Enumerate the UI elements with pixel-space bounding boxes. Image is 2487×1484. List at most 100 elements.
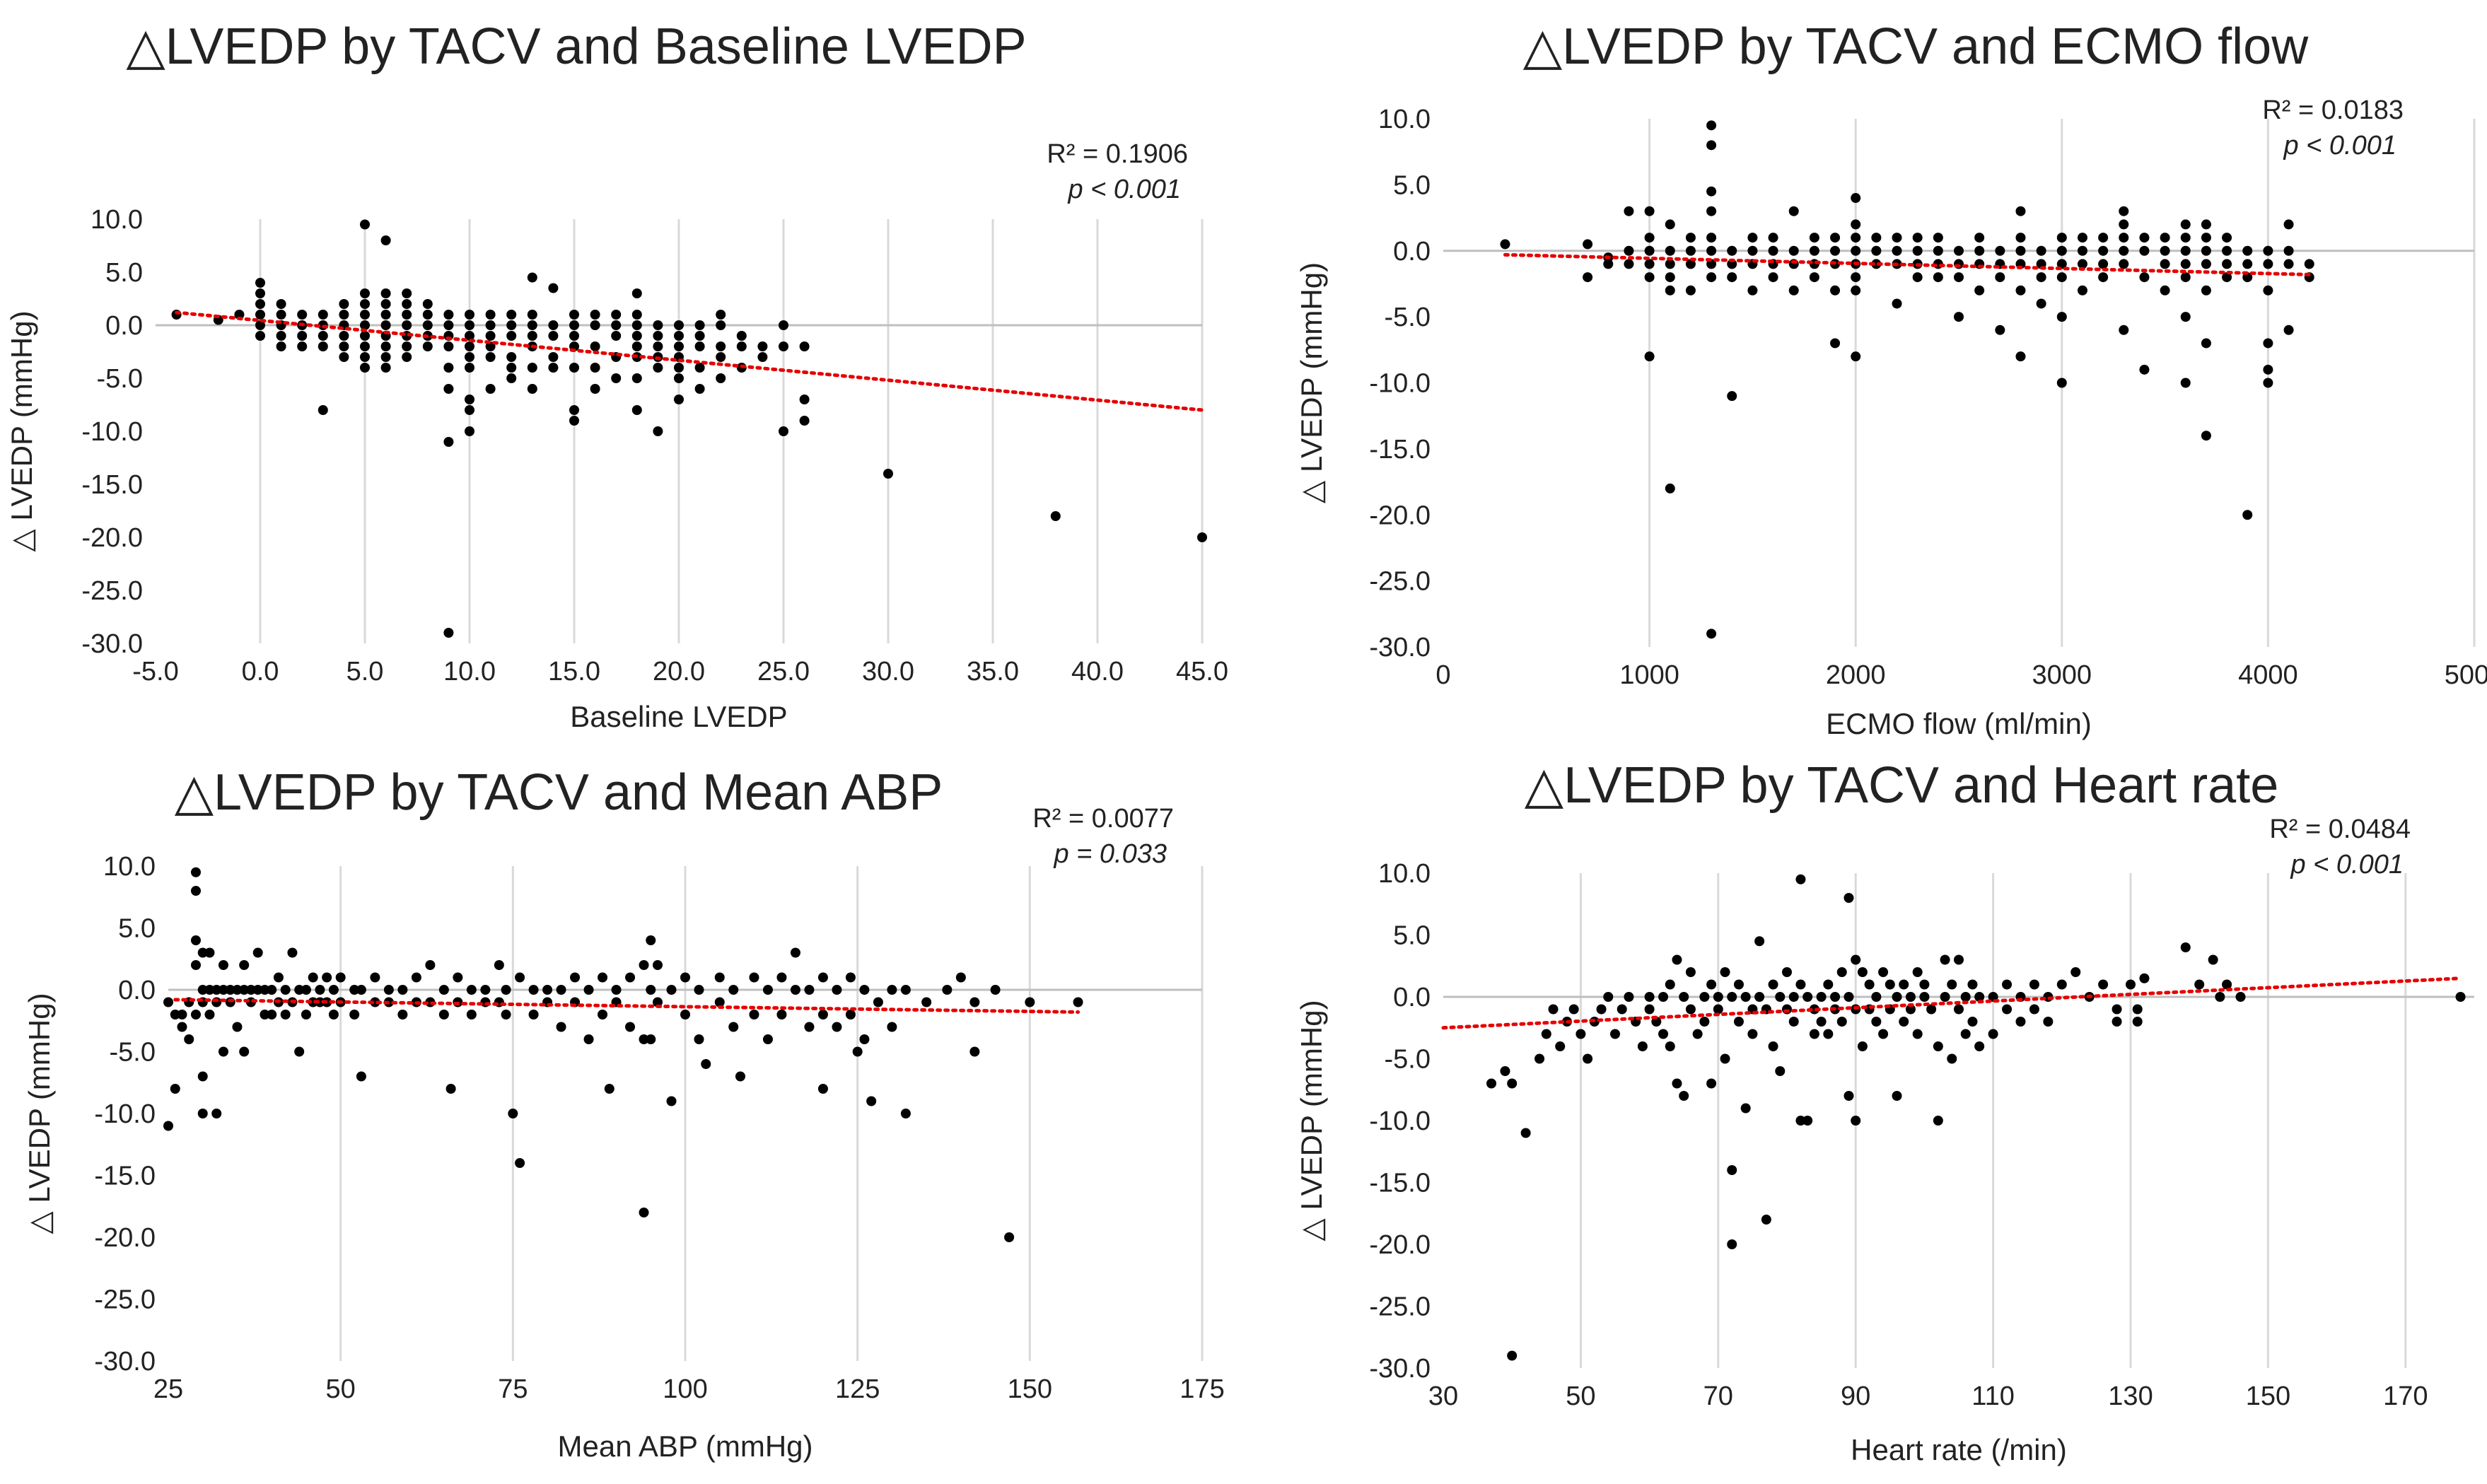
data-point [548, 283, 559, 293]
data-point [190, 935, 201, 945]
data-point [1706, 1078, 1717, 1089]
y-tick-label: 0.0 [118, 976, 156, 1005]
data-point [969, 1046, 980, 1057]
trendline [1441, 976, 2463, 1030]
chart-title: △LVEDP by TACV and ECMO flow [1523, 18, 2309, 75]
data-point [1816, 992, 1827, 1002]
r-squared-label: R² = 0.0077 [1032, 804, 1174, 834]
data-point [1768, 233, 1778, 243]
data-point [465, 395, 474, 404]
data-point [1754, 992, 1765, 1002]
data-point [1912, 1029, 1923, 1039]
data-point [1933, 245, 1943, 256]
data-point [211, 985, 222, 995]
chart-svg: △LVEDP by TACV and ECMO flow 10.0 5.0 0.0 -5… [1295, 18, 2487, 740]
data-point [356, 1071, 366, 1082]
data-point [1967, 979, 1978, 990]
data-point [1830, 285, 1841, 296]
data-point [1851, 233, 1861, 243]
data-point [1727, 391, 1737, 402]
data-point [2180, 312, 2191, 322]
data-point [845, 1010, 856, 1019]
data-point [646, 935, 656, 945]
x-axis-label: ECMO flow (ml/min) [1826, 707, 2092, 740]
data-point [955, 972, 966, 983]
data-point [2235, 992, 2246, 1002]
data-point [611, 985, 622, 995]
data-point [2160, 259, 2170, 269]
data-point [485, 331, 496, 341]
data-point [2126, 979, 2136, 990]
data-point [438, 1010, 449, 1019]
data-point [1954, 1004, 1964, 1015]
data-point [1685, 967, 1696, 977]
y-tick-label: -15.0 [94, 1162, 156, 1191]
data-point [308, 997, 318, 1007]
data-point [1802, 1116, 1813, 1126]
data-point [921, 997, 932, 1007]
data-point [1830, 992, 1841, 1002]
data-point [1940, 992, 1950, 1002]
data-point [666, 1096, 677, 1106]
data-point [631, 405, 642, 415]
data-point [2201, 219, 2211, 230]
data-point [1878, 1029, 1889, 1039]
y-tick-label: 5.0 [118, 914, 156, 944]
x-axis-label: Heart rate (/min) [1851, 1433, 2067, 1466]
data-point [1995, 245, 2005, 256]
data-point [1974, 245, 1985, 256]
data-point [1727, 272, 1737, 283]
data-point [1768, 1041, 1778, 1051]
data-point [845, 972, 856, 983]
data-point [422, 310, 433, 320]
data-point [318, 405, 328, 415]
data-point [1830, 233, 1841, 243]
data-point [287, 947, 298, 958]
data-point [1624, 206, 1634, 216]
data-point [2180, 259, 2191, 269]
data-point [276, 341, 286, 351]
data-point [1857, 967, 1868, 977]
data-point [1954, 312, 1964, 322]
data-point [1685, 285, 1696, 296]
data-point [2002, 979, 2013, 990]
data-point [1892, 245, 1902, 256]
data-point [356, 985, 366, 995]
data-point [380, 352, 391, 362]
data-point [170, 1084, 180, 1094]
x-tick-label: 3000 [2032, 660, 2092, 690]
data-point [1851, 351, 1861, 362]
data-point [465, 363, 474, 373]
data-point [360, 352, 370, 362]
data-point [1768, 245, 1778, 256]
data-point [2201, 431, 2211, 441]
data-point [1836, 1017, 1847, 1027]
x-tick-label: 125 [835, 1374, 880, 1404]
x-tick-label: 15.0 [548, 657, 600, 687]
x-tick-label: 5.0 [346, 657, 384, 687]
data-point [2098, 245, 2109, 256]
data-point [453, 972, 463, 983]
data-point [590, 341, 600, 351]
data-point [163, 997, 173, 1007]
data-point [2283, 219, 2294, 230]
data-point [817, 1084, 828, 1094]
data-point [349, 1010, 360, 1019]
data-point [694, 985, 704, 995]
data-point [1197, 532, 1207, 542]
data-point [1644, 351, 1655, 362]
data-point [2015, 285, 2026, 296]
data-point [2036, 272, 2046, 283]
data-point [1864, 979, 1875, 990]
x-tick-label: 0 [1435, 660, 1450, 690]
data-point [757, 352, 768, 362]
data-point [2056, 233, 2067, 243]
data-point [245, 985, 256, 995]
data-point [443, 363, 454, 373]
data-point [1706, 233, 1717, 243]
data-point [360, 331, 370, 341]
data-point [790, 947, 800, 958]
data-point [1727, 1239, 1737, 1249]
data-point [443, 384, 454, 394]
p-value-label: p < 0.001 [1067, 175, 1181, 204]
